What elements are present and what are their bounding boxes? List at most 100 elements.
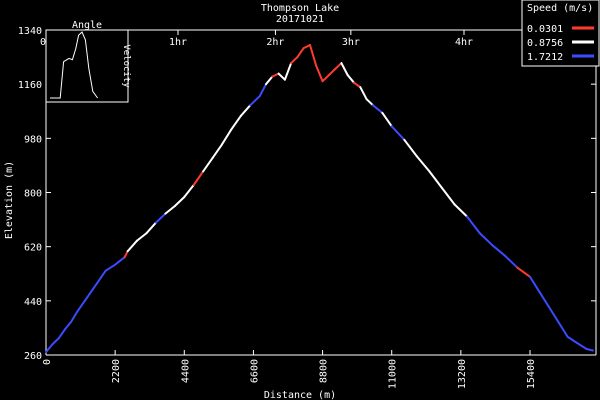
x-tick-label: 15400 — [526, 359, 537, 389]
elevation-segment — [258, 83, 267, 98]
elevation-segment — [296, 47, 305, 59]
elevation-segment — [529, 275, 541, 293]
elevation-segment — [51, 337, 60, 346]
elevation-segment — [547, 305, 560, 323]
elevation-segment — [221, 128, 233, 146]
elevation-segment — [123, 250, 129, 259]
x-tick-label: 4400 — [180, 359, 191, 383]
elevation-segment — [70, 310, 79, 323]
elevation-segment — [365, 98, 374, 107]
legend-label: 0.8756 — [527, 38, 563, 49]
elevation-segment — [585, 348, 594, 352]
legend-label: 0.0301 — [527, 24, 563, 35]
x-axis-label: Distance (m) — [264, 390, 336, 400]
elevation-segment — [359, 86, 368, 101]
x-tick-label: 8800 — [319, 359, 330, 383]
time-tick-label: 3hr — [342, 37, 360, 48]
elevation-segment — [230, 114, 242, 131]
inset-frame — [45, 29, 129, 103]
elevation-segment — [192, 170, 205, 186]
elevation-segment — [114, 256, 126, 266]
elevation-segment — [302, 44, 311, 50]
y-tick-label: 260 — [24, 351, 42, 362]
elevation-segment — [239, 104, 252, 117]
elevation-segment — [104, 263, 117, 272]
elevation-series — [45, 44, 594, 353]
elevation-segment — [249, 95, 261, 107]
elevation-segment — [155, 212, 167, 224]
time-tick-label: 2hr — [266, 37, 284, 48]
legend: Speed (m/s) 0.0301 0.8756 1.7212 — [521, 0, 600, 67]
elevation-segment — [183, 184, 195, 198]
elevation-segment — [164, 205, 176, 215]
x-tick-label: 13200 — [457, 359, 468, 389]
elevation-segment — [126, 239, 139, 253]
legend-label: 1.7212 — [527, 52, 563, 63]
elevation-segment — [290, 56, 299, 65]
elevation-segment — [136, 232, 148, 242]
inset-title: Angle — [72, 20, 102, 31]
elevation-segment — [566, 335, 579, 344]
elevation-segment — [557, 320, 569, 338]
elevation-segment — [403, 138, 418, 158]
y-tick-label: 1160 — [18, 80, 42, 91]
elevation-segment — [277, 72, 286, 81]
inset-side-label: Velocity — [121, 44, 131, 88]
y-axis-label: Elevation (m) — [4, 161, 15, 239]
x-axis-ticks: 0 2200 4400 6600 8800 11000 13200 15400 — [42, 350, 537, 389]
elevation-segment — [390, 125, 406, 141]
elevation-segment — [346, 74, 355, 84]
elevation-segment — [57, 328, 66, 340]
legend-title: Speed (m/s) — [527, 3, 593, 14]
elevation-segment — [265, 75, 274, 86]
elevation-segment — [211, 143, 223, 159]
elevation-segment — [340, 62, 349, 77]
elevation-segment — [321, 74, 330, 83]
elevation-segment — [95, 269, 107, 286]
elevation-segment — [315, 65, 324, 83]
elevation-segment — [478, 232, 494, 247]
x-tick-label: 2200 — [111, 359, 122, 383]
elevation-segment — [466, 215, 481, 235]
y-tick-label: 1340 — [18, 26, 42, 37]
elevation-segment — [441, 187, 456, 206]
elevation-segment — [415, 155, 431, 173]
legend-entries: 0.0301 0.8756 1.7212 — [527, 24, 594, 63]
elevation-segment — [85, 283, 98, 299]
elevation-segment — [45, 343, 54, 353]
time-tick-label: 1hr — [169, 37, 187, 48]
y-tick-label: 980 — [24, 134, 42, 145]
elevation-segment — [334, 62, 343, 71]
elevation-segment — [538, 290, 550, 308]
inset-angle-series — [50, 31, 99, 99]
x-tick-label: 0 — [42, 359, 53, 365]
chart-title: Thompson Lake — [261, 3, 339, 14]
chart-subtitle: 20171021 — [276, 14, 324, 25]
inset-panel: Angle Velocity — [45, 20, 131, 103]
elevation-segment — [173, 196, 186, 207]
y-tick-label: 440 — [24, 297, 42, 308]
inset-angle-line — [50, 31, 99, 99]
elevation-segment — [353, 81, 362, 89]
elevation-segment — [491, 244, 506, 257]
x-tick-label: 6600 — [249, 359, 260, 383]
elevation-segment — [503, 254, 519, 269]
elevation-segment — [381, 111, 393, 128]
y-tick-label: 620 — [24, 243, 42, 254]
elevation-segment — [283, 62, 293, 81]
elevation-segment — [327, 68, 337, 77]
x-tick-label: 11000 — [388, 359, 399, 389]
elevation-segment — [145, 221, 157, 235]
elevation-segment — [202, 156, 214, 173]
elevation-segment — [271, 72, 280, 78]
elevation-segment — [76, 296, 88, 313]
elevation-segment — [576, 342, 588, 350]
elevation-segment — [63, 320, 73, 331]
elevation-segment — [309, 44, 318, 68]
elevation-segment — [428, 170, 443, 189]
elevation-segment — [453, 203, 469, 218]
elevation-segment — [371, 104, 384, 114]
elevation-segment — [516, 266, 531, 278]
time-tick-label: 4hr — [455, 37, 473, 48]
